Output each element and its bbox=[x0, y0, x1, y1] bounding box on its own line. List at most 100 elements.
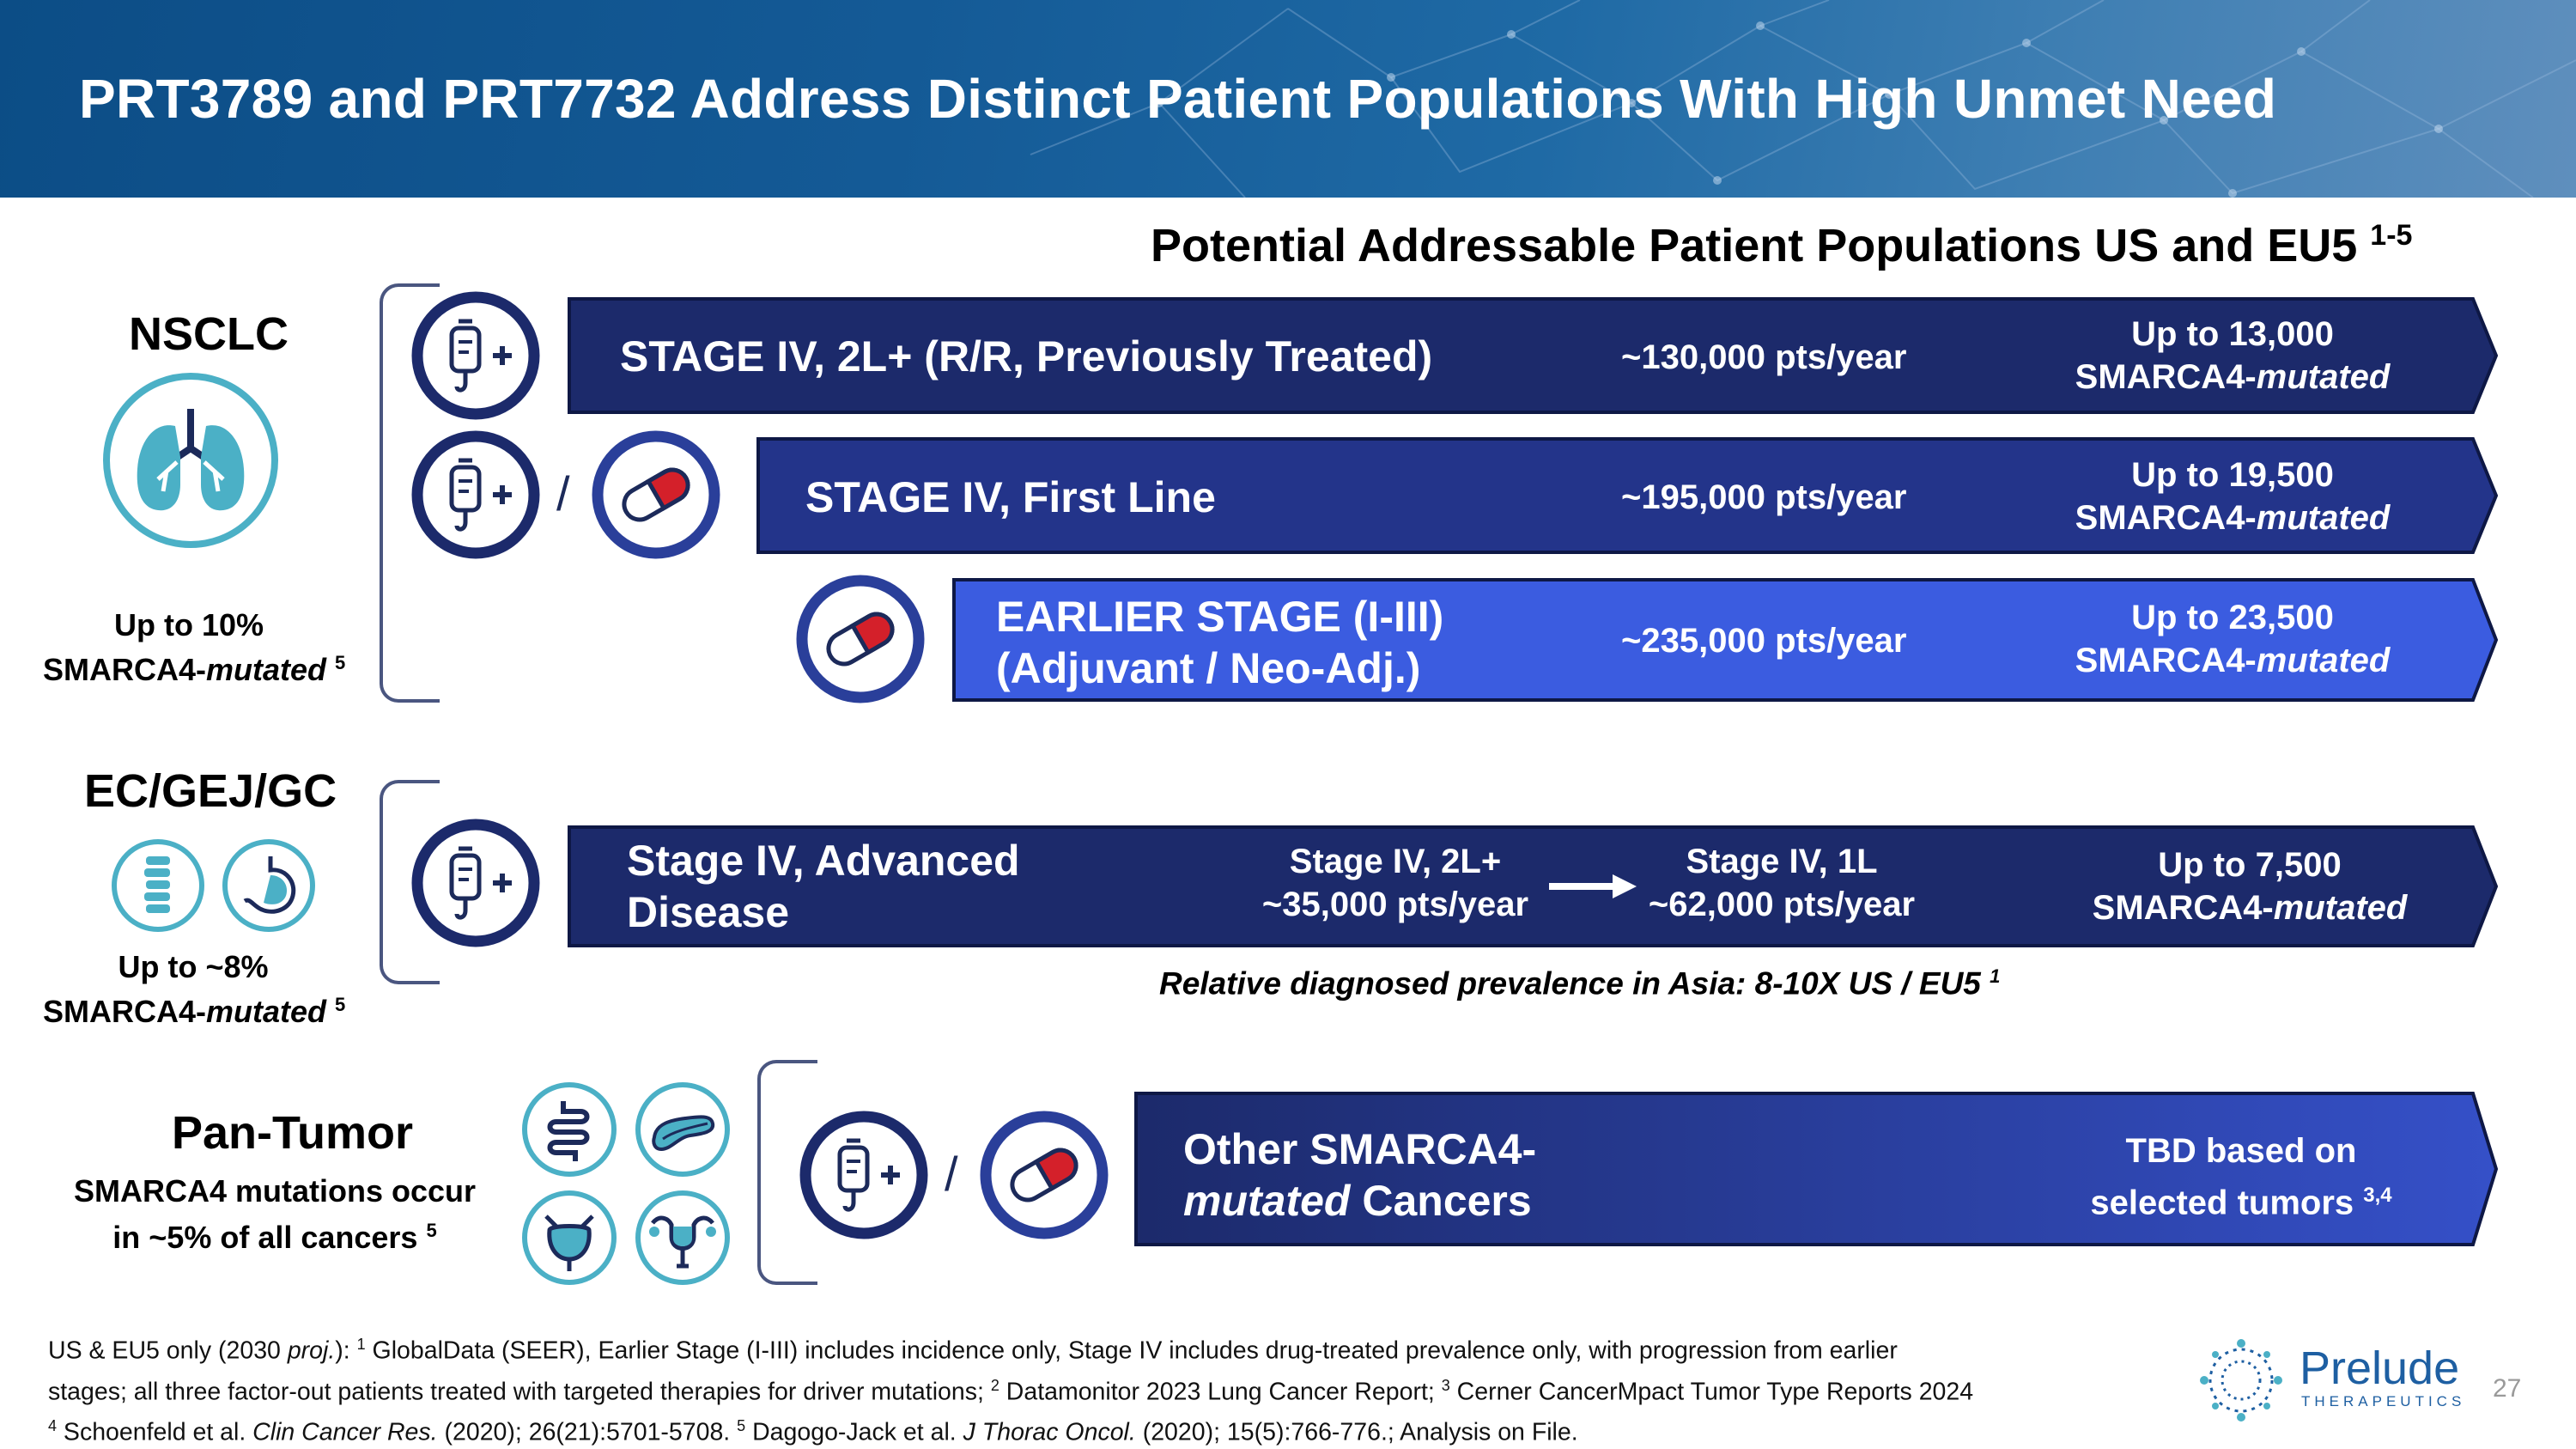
asia-note-text: Relative diagnosed prevalence in Asia: 8… bbox=[1159, 965, 1990, 1002]
pan-tumor-bar bbox=[1134, 1092, 2499, 1246]
pan-note-citation: 5 bbox=[426, 1220, 437, 1241]
pan-label-line1: Other SMARCA4- bbox=[1183, 1125, 1537, 1173]
or-slash: / bbox=[945, 1147, 958, 1201]
nsclc-row3-mut-prefix: SMARCA4- bbox=[2075, 642, 2257, 679]
pan-tbd-line1: TBD based on bbox=[2125, 1132, 2357, 1170]
ec-note-prefix: SMARCA4- bbox=[43, 994, 207, 1029]
subtitle-text: Potential Addressable Patient Population… bbox=[1151, 220, 2371, 271]
ec-row-from-line1: Stage IV, 2L+ bbox=[1289, 843, 1502, 880]
nsclc-row1-pts: ~130,000 pts/year bbox=[1621, 338, 1907, 376]
ec-bracket bbox=[380, 780, 440, 984]
ec-row-from-line2: ~35,000 pts/year bbox=[1261, 886, 1529, 923]
pan-tbd-line2: selected tumors 3,4 bbox=[2052, 1173, 2430, 1225]
asia-prevalence-note: Relative diagnosed prevalence in Asia: 8… bbox=[1159, 965, 2000, 1002]
fn-l1-b: ): bbox=[335, 1336, 357, 1365]
fn-l3-journal2: J Thorac Oncol. bbox=[963, 1418, 1136, 1446]
capsule-icon bbox=[796, 575, 925, 703]
nsclc-row3-smarca: SMARCA4-mutated bbox=[2052, 639, 2413, 682]
pan-note-line2: in ~5% of all cancers 5 bbox=[60, 1211, 489, 1257]
ec-row-label-line1: Stage IV, Advanced bbox=[627, 837, 1020, 885]
section-subtitle: Potential Addressable Patient Population… bbox=[1151, 219, 2412, 272]
ec-row-mutated: Up to 7,500 SMARCA4-mutated bbox=[2069, 843, 2430, 929]
nsclc-row3-upto: Up to 23,500 bbox=[2131, 599, 2334, 636]
footnotes: US & EU5 only (2030 proj.): 1 GlobalData… bbox=[48, 1327, 2212, 1449]
nsclc-title: NSCLC bbox=[129, 308, 289, 360]
footnote-line1: US & EU5 only (2030 proj.): 1 GlobalData… bbox=[48, 1327, 2212, 1368]
nsclc-row3-mutated: Up to 23,500 SMARCA4-mutated bbox=[2052, 596, 2413, 682]
pan-tumor-title: Pan-Tumor bbox=[172, 1107, 413, 1159]
fn-l2-c: Cerner CancerMpact Tumor Type Reports 20… bbox=[1449, 1378, 1974, 1405]
fn-s5: 5 bbox=[737, 1417, 746, 1434]
nsclc-row1-smarca: SMARCA4-mutated bbox=[2052, 356, 2413, 399]
pan-tbd-line2-text: selected tumors bbox=[2090, 1184, 2364, 1222]
pan-label-rest: Cancers bbox=[1350, 1177, 1532, 1225]
prelude-logo-icon bbox=[2200, 1339, 2282, 1422]
ec-note-citation: 5 bbox=[335, 994, 346, 1015]
nsclc-row2-upto: Up to 19,500 bbox=[2131, 456, 2334, 494]
lungs-icon bbox=[103, 373, 278, 548]
ec-row-label: Stage IV, Advanced Disease bbox=[627, 835, 1020, 938]
nsclc-row3-bar bbox=[952, 578, 2499, 702]
right-arrow-icon bbox=[1549, 874, 1637, 898]
nsclc-row2-smarca: SMARCA4-mutated bbox=[2052, 496, 2413, 539]
slide-title: PRT3789 and PRT7732 Address Distinct Pat… bbox=[79, 68, 2277, 130]
bladder-icon bbox=[522, 1190, 617, 1285]
nsclc-note-line1: Up to 10% bbox=[113, 607, 264, 642]
header-banner: PRT3789 and PRT7732 Address Distinct Pat… bbox=[0, 0, 2576, 198]
pan-tumor-bracket bbox=[757, 1060, 817, 1285]
ec-row-mut-prefix: SMARCA4- bbox=[2092, 889, 2274, 927]
nsclc-row2-pts: ~195,000 pts/year bbox=[1621, 478, 1907, 516]
nsclc-row2-bar bbox=[756, 437, 2499, 554]
pancreas-icon bbox=[635, 1082, 730, 1177]
ec-note-italic: mutated bbox=[206, 994, 327, 1029]
fn-l1-a: US & EU5 only (2030 bbox=[48, 1336, 288, 1365]
fn-l3-b: (2020); 26(21):5701-5708. bbox=[437, 1418, 738, 1446]
ec-title: EC/GEJ/GC bbox=[84, 765, 337, 817]
iv-bag-plus-icon bbox=[411, 291, 540, 420]
nsclc-row1-mut-italic: mutated bbox=[2256, 358, 2391, 396]
fn-l3-d: (2020); 15(5):766-776.; Analysis on File… bbox=[1135, 1418, 1578, 1446]
logo-name: Prelude bbox=[2300, 1342, 2460, 1394]
fn-l2-b: Datamonitor 2023 Lung Cancer Report; bbox=[999, 1378, 1442, 1405]
nsclc-row3-label: EARLIER STAGE (I-III) (Adjuvant / Neo-Ad… bbox=[996, 591, 1443, 694]
nsclc-row2-mut-italic: mutated bbox=[2256, 499, 2391, 537]
nsclc-note-line2: SMARCA4-mutated 5 bbox=[43, 644, 345, 689]
ec-row-from: Stage IV, 2L+ ~35,000 pts/year bbox=[1236, 840, 1554, 926]
page-number: 27 bbox=[2493, 1374, 2522, 1403]
nsclc-row1-bar bbox=[568, 297, 2499, 414]
nsclc-row1-mut-prefix: SMARCA4- bbox=[2075, 358, 2257, 396]
logo-subtitle: THERAPEUTICS bbox=[2301, 1393, 2466, 1409]
pan-tumor-tbd: TBD based on selected tumors 3,4 bbox=[2052, 1129, 2430, 1225]
nsclc-row1-label: STAGE IV, 2L+ (R/R, Previously Treated) bbox=[620, 332, 1433, 381]
fn-l3-journal1: Clin Cancer Res. bbox=[252, 1418, 438, 1446]
nsclc-note-prefix: SMARCA4- bbox=[43, 652, 207, 687]
iv-bag-plus-icon bbox=[799, 1111, 928, 1239]
pan-tumor-note: SMARCA4 mutations occur in ~5% of all ca… bbox=[60, 1172, 489, 1257]
pan-label-italic: mutated bbox=[1183, 1177, 1351, 1225]
nsclc-row2-mut-prefix: SMARCA4- bbox=[2075, 499, 2257, 537]
nsclc-note-italic: mutated bbox=[206, 652, 327, 687]
pan-note-line2-text: in ~5% of all cancers bbox=[112, 1220, 427, 1255]
stomach-icon bbox=[222, 839, 315, 932]
or-slash: / bbox=[556, 466, 570, 521]
nsclc-note-citation: 5 bbox=[335, 652, 346, 673]
fn-s3: 3 bbox=[1441, 1376, 1450, 1394]
fn-s4: 4 bbox=[48, 1417, 58, 1434]
uterus-icon bbox=[635, 1190, 730, 1285]
iv-bag-plus-icon bbox=[411, 819, 540, 947]
capsule-icon bbox=[980, 1111, 1109, 1239]
network-pattern bbox=[1030, 0, 2576, 198]
nsclc-row3-mut-italic: mutated bbox=[2256, 642, 2391, 679]
esophagus-icon bbox=[112, 839, 204, 932]
footnote-line2: stages; all three factor-out patients tr… bbox=[48, 1368, 2212, 1409]
nsclc-row1-upto: Up to 13,000 bbox=[2131, 315, 2334, 353]
nsclc-row3-label-line1: EARLIER STAGE (I-III) bbox=[996, 593, 1444, 641]
ec-note-line2: SMARCA4-mutated 5 bbox=[43, 986, 346, 1031]
fn-l1-proj: proj. bbox=[287, 1336, 336, 1365]
fn-l1-c: GlobalData (SEER), Earlier Stage (I-III)… bbox=[365, 1336, 1898, 1365]
fn-l3-c: Dagogo-Jack et al. bbox=[745, 1418, 963, 1446]
nsclc-row3-label-line2: (Adjuvant / Neo-Adj.) bbox=[996, 644, 1421, 692]
nsclc-bracket bbox=[380, 283, 440, 703]
pan-note-line1: SMARCA4 mutations occur bbox=[73, 1173, 477, 1209]
ec-row-to: Stage IV, 1L ~62,000 pts/year bbox=[1627, 840, 1936, 926]
